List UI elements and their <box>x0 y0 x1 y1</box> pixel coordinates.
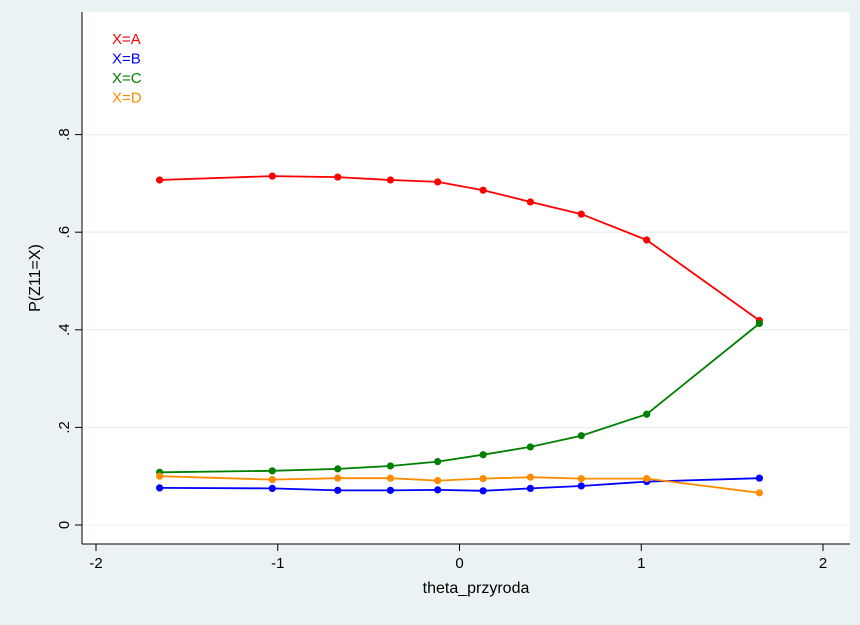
data-point <box>755 489 763 497</box>
x-tick-label: -2 <box>89 555 102 572</box>
grid-lines <box>82 133 850 526</box>
data-point <box>156 484 164 492</box>
legend-entry: X=D <box>112 90 142 107</box>
data-point <box>334 474 342 482</box>
y-axis-title: P(Z11=X) <box>27 244 44 312</box>
data-point <box>577 432 585 440</box>
data-point <box>479 487 487 495</box>
legend: X=A X=B X=C X=D <box>112 31 142 107</box>
data-point <box>268 484 276 492</box>
series-line-X=B <box>159 477 760 492</box>
data-point <box>334 465 342 473</box>
data-point <box>755 319 763 328</box>
data-point <box>755 474 763 482</box>
data-point <box>434 486 442 494</box>
legend-entry: X=B <box>112 51 141 68</box>
data-point <box>643 236 651 244</box>
y-tick-label: .8 <box>56 128 73 141</box>
data-point <box>479 186 487 194</box>
data-point <box>526 443 534 451</box>
data-point <box>526 198 534 206</box>
y-tick-label: .6 <box>56 226 73 239</box>
x-tick-label: 1 <box>637 555 645 572</box>
y-tick-label: .2 <box>56 421 73 434</box>
plot-area <box>82 12 850 544</box>
data-point <box>643 475 651 483</box>
data-point <box>434 476 442 485</box>
data-point <box>268 467 276 475</box>
data-point <box>268 172 276 180</box>
data-point <box>526 484 534 492</box>
data-point <box>334 173 342 181</box>
data-point <box>386 176 395 184</box>
x-tick-label: -1 <box>271 555 284 572</box>
data-point <box>479 451 487 459</box>
data-point <box>577 210 585 218</box>
data-point <box>643 410 651 418</box>
series-line-X=A <box>159 175 760 322</box>
data-point <box>156 176 164 184</box>
data-point <box>386 486 395 494</box>
x-axis-title: theta_przyroda <box>423 580 530 597</box>
data-point <box>156 472 164 480</box>
data-point <box>334 486 342 494</box>
data-point <box>434 178 442 186</box>
series-line-X=C <box>159 322 760 474</box>
x-tick-label: 2 <box>819 555 827 572</box>
series-layer <box>156 172 763 497</box>
data-point <box>386 474 395 482</box>
data-point <box>268 476 276 484</box>
series-line-X=D <box>159 475 760 494</box>
data-point <box>577 482 585 490</box>
y-tick-label: .4 <box>56 324 73 337</box>
data-point <box>434 457 442 466</box>
data-point <box>577 475 585 483</box>
legend-entry: X=C <box>112 70 142 87</box>
data-point <box>386 462 395 470</box>
legend-entry: X=A <box>112 31 141 48</box>
data-point <box>479 475 487 483</box>
axes: -2 -1 0 1 2 0 .2 .4 .6 .8 <box>56 12 850 572</box>
y-tick-label: 0 <box>56 521 73 529</box>
data-point <box>526 473 534 481</box>
x-tick-label: 0 <box>455 555 463 572</box>
